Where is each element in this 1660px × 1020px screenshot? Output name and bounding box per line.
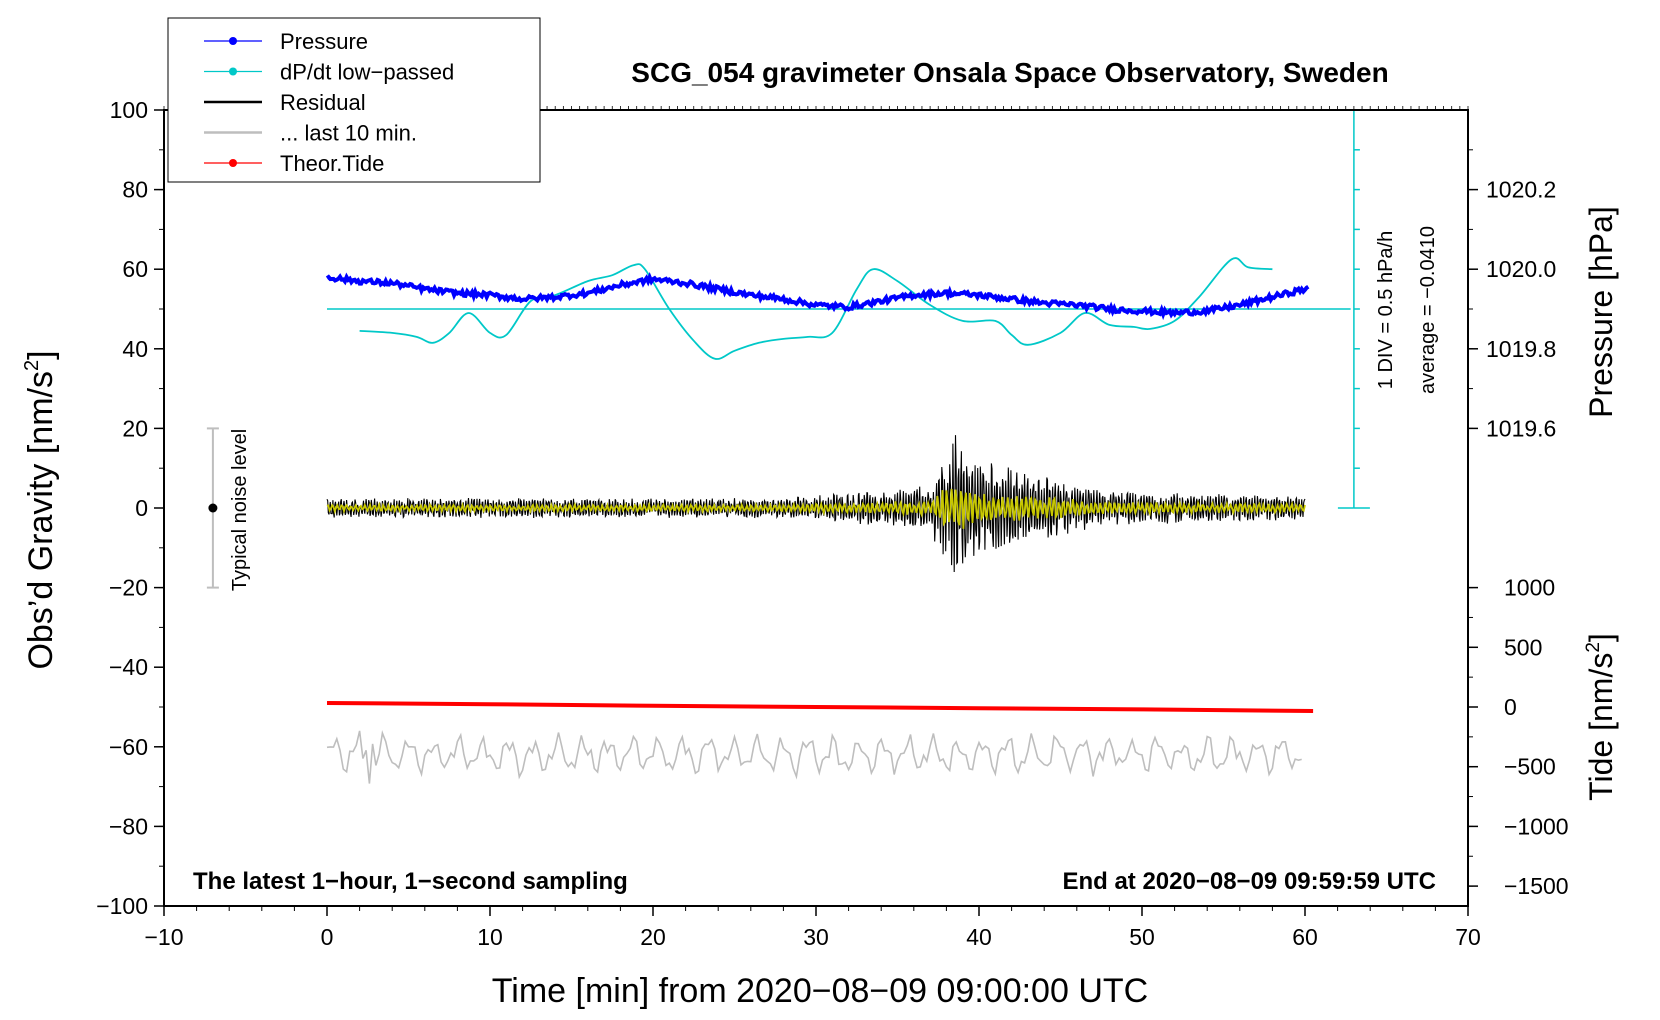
last-10-min-line (326, 730, 1302, 784)
y-tick-label: −80 (109, 813, 148, 839)
tide-axis-label-sup: 2 (1583, 642, 1604, 653)
tide-tick-label: −1000 (1504, 813, 1569, 839)
tide-axis-label: Tide [nm/s2] (1583, 633, 1619, 801)
legend-box (167, 17, 541, 183)
tide-tick-label: −1500 (1504, 873, 1569, 899)
y-tick-label: 0 (135, 495, 148, 521)
pressure-tick-label: 1019.8 (1486, 336, 1556, 362)
pressure-tick-label: 1019.6 (1486, 415, 1556, 441)
tide-tick-label: −500 (1504, 754, 1556, 780)
legend-marker (229, 37, 237, 45)
x-axis-label: Time [min] from 2020−08−09 09:00:00 UTC (492, 972, 1148, 1010)
pressure-line (325, 272, 1310, 321)
series-layer (206, 109, 1370, 784)
x-tick-label: 70 (1455, 924, 1481, 950)
x-tick-label: 30 (803, 924, 829, 950)
pressure-tick-label: 1020.2 (1486, 177, 1556, 203)
residual-lowpassed-line (326, 488, 1306, 529)
x-tick-label: −10 (144, 924, 183, 950)
residual-line (326, 435, 1306, 573)
y-tick-label: −100 (96, 893, 148, 919)
y-tick-label: 100 (110, 97, 148, 123)
axes-layer: −10 0 10 20 30 40 50 60 70−100−80−60−40−20020406… (96, 97, 1568, 950)
tide-tick-label: 1000 (1504, 575, 1555, 601)
y-tick-label: 60 (122, 256, 148, 282)
y-axis-label-main: Obs’d Gravity [nm/s (22, 371, 60, 670)
y-tick-label: 40 (122, 336, 148, 362)
y-tick-label: 20 (122, 415, 148, 441)
noise-level-label: Typical noise level (229, 429, 251, 591)
legend: Pressure dP/dt low−passed Residual ... last… (167, 17, 541, 183)
legend-label: ... last 10 min. (280, 121, 417, 146)
dpdt-average-label: average = −0.0410 (1417, 226, 1439, 394)
noise-bar-center (208, 503, 218, 513)
sampling-note: The latest 1−hour, 1−second sampling (193, 868, 628, 895)
legend-label: Theor.Tide (280, 151, 384, 176)
pressure-tick-label: 1020.0 (1486, 256, 1556, 282)
x-tick-label: 20 (640, 924, 666, 950)
legend-label: dP/dt low−passed (280, 60, 454, 85)
y-axis-label-end: ] (22, 350, 60, 359)
legend-label: Pressure (280, 29, 368, 54)
y-tick-label: 80 (122, 177, 148, 203)
y-tick-label: −40 (109, 654, 148, 680)
x-tick-label: 40 (966, 924, 992, 950)
tide-axis-label-end: ] (1583, 633, 1619, 642)
legend-marker (229, 67, 237, 76)
dpdt-line (359, 257, 1273, 360)
x-tick-label: 60 (1292, 924, 1318, 950)
x-tick-label: 50 (1129, 924, 1155, 950)
tide-tick-label: 0 (1504, 694, 1517, 720)
chart-title: SCG_054 gravimeter Onsala Space Observat… (631, 57, 1388, 88)
legend-label: Residual (280, 90, 366, 115)
theor-tide-line (326, 701, 1314, 713)
pressure-axis-label: Pressure [hPa] (1583, 206, 1619, 418)
legend-marker (229, 159, 237, 167)
y-axis-label-sup: 2 (21, 360, 43, 371)
y-tick-label: −60 (109, 734, 148, 760)
x-tick-label: 10 (477, 924, 503, 950)
y-tick-label: −20 (109, 575, 148, 601)
dpdt-scale-label: 1 DIV = 0.5 hPa/h (1375, 231, 1397, 389)
tide-tick-label: 500 (1504, 634, 1542, 660)
y-axis-label: Obs’d Gravity [nm/s2] (21, 350, 60, 669)
end-time-note: End at 2020−08−09 09:59:59 UTC (1062, 868, 1436, 895)
x-tick-label: 0 (321, 924, 334, 950)
tide-axis-label-main: Tide [nm/s (1583, 653, 1619, 801)
